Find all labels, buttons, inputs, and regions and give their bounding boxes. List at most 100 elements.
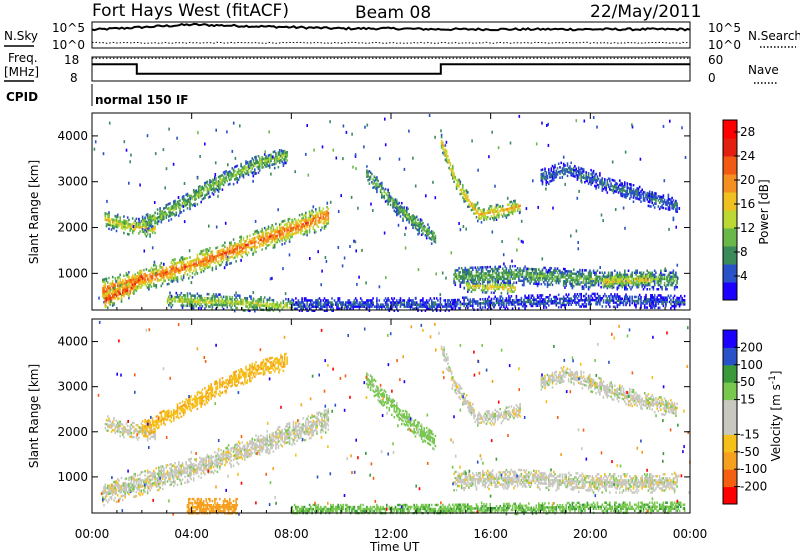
range-gate-cell	[126, 226, 129, 230]
range-gate-cell	[315, 220, 317, 223]
range-gate-cell	[437, 299, 439, 302]
range-gate-cell	[232, 238, 235, 241]
range-gate-cell	[641, 285, 643, 288]
range-gate-cell	[227, 252, 230, 255]
range-gate-cell	[534, 280, 536, 283]
range-gate-cell	[553, 170, 555, 173]
range-gate-cell	[246, 301, 249, 304]
range-gate-cell	[496, 203, 499, 207]
range-gate-cell	[604, 178, 606, 181]
range-gate-cell	[322, 207, 325, 210]
range-gate-cell	[200, 186, 202, 189]
echo-feature	[141, 149, 288, 233]
range-gate-cell	[143, 273, 145, 276]
range-gate-cell	[201, 262, 204, 265]
range-gate-cell	[440, 140, 443, 143]
range-gate-cell	[194, 262, 196, 266]
range-gate-cell	[235, 247, 237, 251]
range-gate-cell	[133, 221, 135, 224]
range-gate-cell	[667, 279, 670, 283]
range-gate-cell	[240, 162, 242, 166]
range-gate-cell	[207, 261, 210, 265]
range-gate-cell	[424, 229, 427, 233]
range-gate-cell	[614, 190, 616, 193]
range-gate-cell	[501, 271, 504, 275]
range-gate-cell	[301, 213, 303, 216]
range-gate-cell	[386, 199, 388, 203]
range-gate-cell	[192, 263, 195, 266]
range-gate-cell	[216, 250, 219, 253]
range-gate-cell	[277, 159, 280, 163]
range-gate-cell	[236, 177, 239, 180]
range-gate-cell	[625, 194, 627, 197]
range-gate-cell	[635, 273, 637, 276]
range-gate-cell	[254, 156, 256, 159]
range-gate-cell	[383, 188, 386, 192]
echo-feature	[291, 292, 686, 312]
range-gate-cell	[292, 232, 295, 236]
range-gate-cell	[235, 296, 237, 299]
range-gate-cell	[114, 223, 116, 226]
range-gate-cell	[286, 159, 288, 162]
range-gate-cell	[572, 174, 575, 178]
range-gate-cell	[231, 304, 234, 307]
range-gate-cell	[536, 272, 539, 275]
range-gate-cell	[413, 215, 415, 218]
range-gate-cell	[548, 172, 550, 175]
range-gate-cell	[500, 213, 503, 216]
range-gate-cell	[616, 273, 619, 277]
range-gate-cell	[219, 293, 221, 296]
range-gate-cell	[668, 271, 671, 274]
range-gate-cell	[151, 276, 154, 280]
range-gate-cell	[270, 226, 272, 230]
range-gate-cell	[254, 307, 256, 311]
range-gate-cell	[479, 278, 482, 282]
range-gate-cell	[485, 218, 488, 221]
range-gate-cell	[199, 258, 201, 262]
range-gate-cell	[291, 218, 293, 222]
range-gate-cell	[175, 270, 178, 273]
range-gate-cell	[229, 252, 231, 255]
range-gate-cell	[123, 288, 125, 292]
range-gate-cell	[202, 269, 205, 273]
range-gate-cell	[161, 212, 164, 215]
range-gate-cell	[538, 272, 540, 275]
range-gate-cell	[323, 223, 326, 226]
range-gate-cell	[501, 273, 504, 277]
range-gate-cell	[254, 244, 256, 248]
range-gate-cell	[551, 271, 554, 274]
range-gate-cell	[267, 154, 270, 157]
range-gate-cell	[129, 279, 131, 282]
range-gate-cell	[369, 177, 372, 181]
range-gate-cell	[652, 277, 655, 281]
range-gate-cell	[506, 214, 509, 217]
range-gate-cell	[166, 283, 169, 286]
range-gate-cell	[651, 191, 653, 194]
range-gate-cell	[278, 231, 281, 235]
range-gate-cell	[276, 303, 278, 306]
range-gate-cell	[443, 144, 445, 148]
range-gate-cell	[163, 275, 165, 279]
range-gate-cell	[453, 281, 455, 285]
range-gate-cell	[412, 222, 414, 225]
range-gate-cell	[663, 273, 666, 277]
range-gate-cell	[585, 275, 587, 278]
range-gate-cell	[372, 186, 374, 189]
range-gate-cell	[251, 239, 254, 243]
range-gate-cell	[575, 167, 577, 170]
range-gate-cell	[373, 175, 376, 178]
range-gate-cell	[131, 278, 134, 281]
range-gate-cell	[283, 306, 286, 309]
range-gate-cell	[164, 269, 166, 272]
range-gate-cell	[135, 279, 138, 282]
range-gate-cell	[442, 151, 444, 155]
range-gate-cell	[130, 223, 133, 226]
range-gate-cell	[192, 195, 195, 198]
range-gate-cell	[219, 185, 221, 188]
range-gate-cell	[553, 172, 555, 176]
range-gate-cell	[557, 279, 560, 283]
range-gate-cell	[138, 280, 140, 283]
range-gate-cell	[234, 294, 236, 297]
range-gate-cell	[566, 270, 569, 273]
range-gate-cell	[388, 196, 391, 199]
